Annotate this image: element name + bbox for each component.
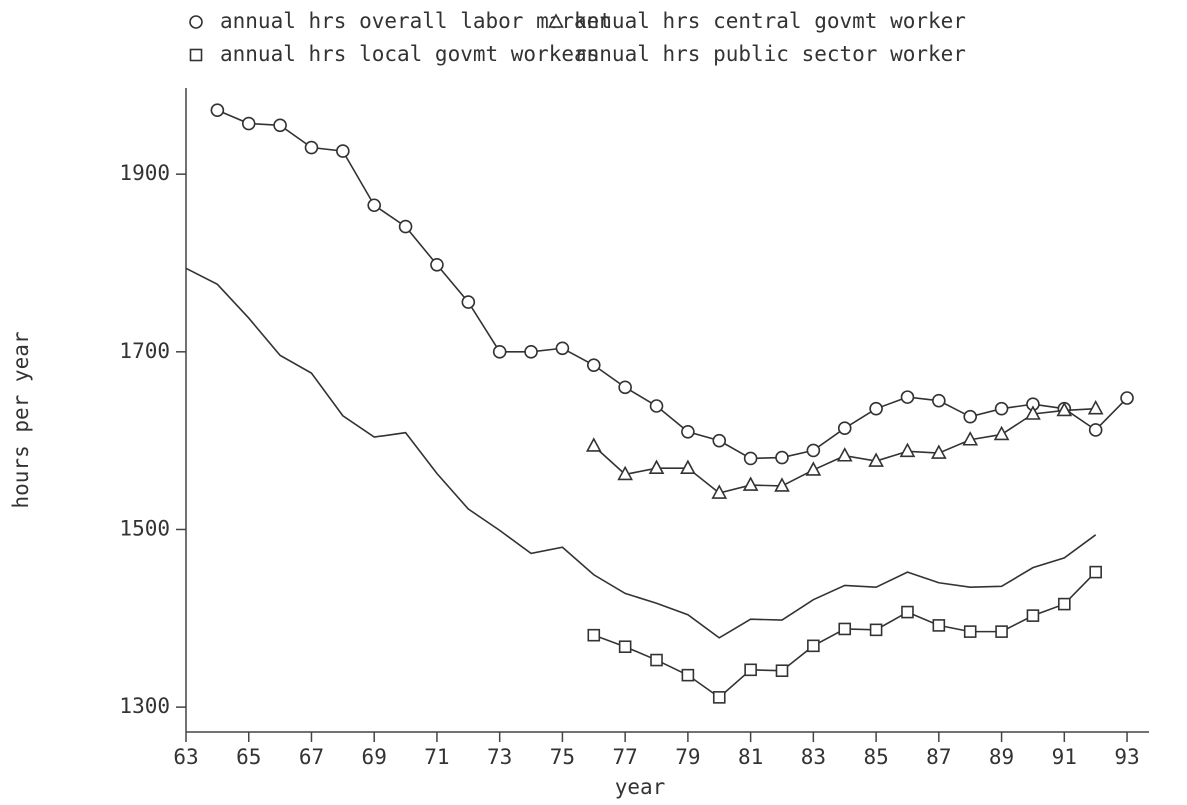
marker — [838, 622, 852, 636]
marker — [681, 424, 695, 439]
marker — [548, 13, 564, 28]
y-axis-label: hours per year — [9, 331, 33, 508]
x-tick-label: 71 — [424, 745, 449, 769]
marker — [617, 465, 633, 481]
x-tick-label: 65 — [236, 745, 261, 769]
marker — [1087, 399, 1104, 415]
marker — [430, 257, 444, 272]
marker — [336, 144, 350, 158]
legend-label: annual hrs public sector worker — [574, 42, 966, 66]
x-tick-label: 93 — [1114, 745, 1139, 769]
x-tick-label: 83 — [801, 745, 826, 769]
marker — [524, 345, 538, 359]
marker — [901, 605, 914, 619]
x-axis-label: year — [615, 775, 666, 799]
marker — [304, 140, 319, 155]
marker — [995, 625, 1008, 638]
marker — [1056, 401, 1073, 417]
marker — [775, 450, 789, 465]
marker — [805, 461, 822, 476]
marker — [555, 341, 570, 356]
x-tick-label: 87 — [926, 745, 951, 769]
marker — [1025, 405, 1041, 420]
x-tick-label: 75 — [550, 745, 575, 769]
x-tick-label: 81 — [738, 745, 763, 769]
marker — [774, 477, 790, 492]
marker — [1088, 423, 1103, 437]
marker — [680, 459, 696, 474]
marker — [618, 380, 632, 395]
marker — [743, 451, 758, 466]
marker — [711, 484, 728, 499]
marker — [241, 116, 256, 131]
y-tick-label: 1900 — [119, 161, 170, 185]
marker — [869, 401, 883, 416]
marker — [744, 663, 757, 677]
marker — [649, 399, 664, 413]
marker — [868, 452, 884, 467]
marker — [836, 447, 853, 462]
y-tick-label: 1700 — [119, 339, 170, 363]
x-tick-label: 67 — [299, 745, 324, 769]
legend-label: annual hrs central govmt worker — [574, 9, 966, 33]
marker — [189, 48, 203, 62]
x-tick-label: 63 — [173, 745, 198, 769]
x-tick-label: 69 — [362, 745, 387, 769]
marker — [210, 103, 225, 118]
marker — [900, 390, 915, 404]
marker — [712, 691, 726, 704]
marker — [712, 433, 727, 448]
marker — [775, 664, 789, 678]
series-line — [217, 109, 1128, 460]
marker — [650, 653, 663, 667]
x-tick-label: 79 — [675, 745, 700, 769]
x-tick-label: 89 — [989, 745, 1014, 769]
x-tick-label: 91 — [1052, 745, 1077, 769]
marker — [1120, 391, 1134, 405]
marker — [273, 118, 287, 133]
marker — [681, 668, 695, 682]
marker — [587, 628, 601, 642]
marker — [648, 459, 665, 474]
marker — [1089, 565, 1102, 579]
marker — [993, 425, 1010, 441]
marker — [963, 625, 977, 638]
legend-label: annual hrs overall labor market — [220, 9, 612, 33]
marker — [994, 401, 1009, 416]
series-line — [185, 267, 1097, 639]
legend-label: annual hrs local govmt workers — [220, 42, 599, 66]
marker — [367, 198, 382, 213]
y-tick-label: 1500 — [119, 516, 170, 540]
x-tick-label: 85 — [863, 745, 888, 769]
marker — [586, 358, 601, 372]
x-tick-label: 73 — [487, 745, 512, 769]
marker — [932, 619, 946, 632]
marker — [461, 295, 476, 309]
marker — [806, 443, 821, 458]
marker — [963, 409, 978, 424]
marker — [1058, 597, 1071, 611]
marker — [1026, 609, 1040, 622]
marker — [962, 431, 979, 446]
marker — [189, 15, 203, 29]
marker — [932, 393, 946, 408]
marker — [930, 444, 947, 459]
marker — [492, 345, 507, 359]
marker — [807, 639, 820, 653]
x-tick-label: 77 — [613, 745, 638, 769]
marker — [742, 476, 759, 491]
marker — [899, 442, 916, 458]
marker — [585, 437, 602, 452]
marker — [618, 640, 632, 654]
y-tick-label: 1300 — [119, 694, 170, 718]
marker — [837, 421, 852, 436]
marker — [869, 623, 883, 637]
marker — [398, 219, 413, 234]
